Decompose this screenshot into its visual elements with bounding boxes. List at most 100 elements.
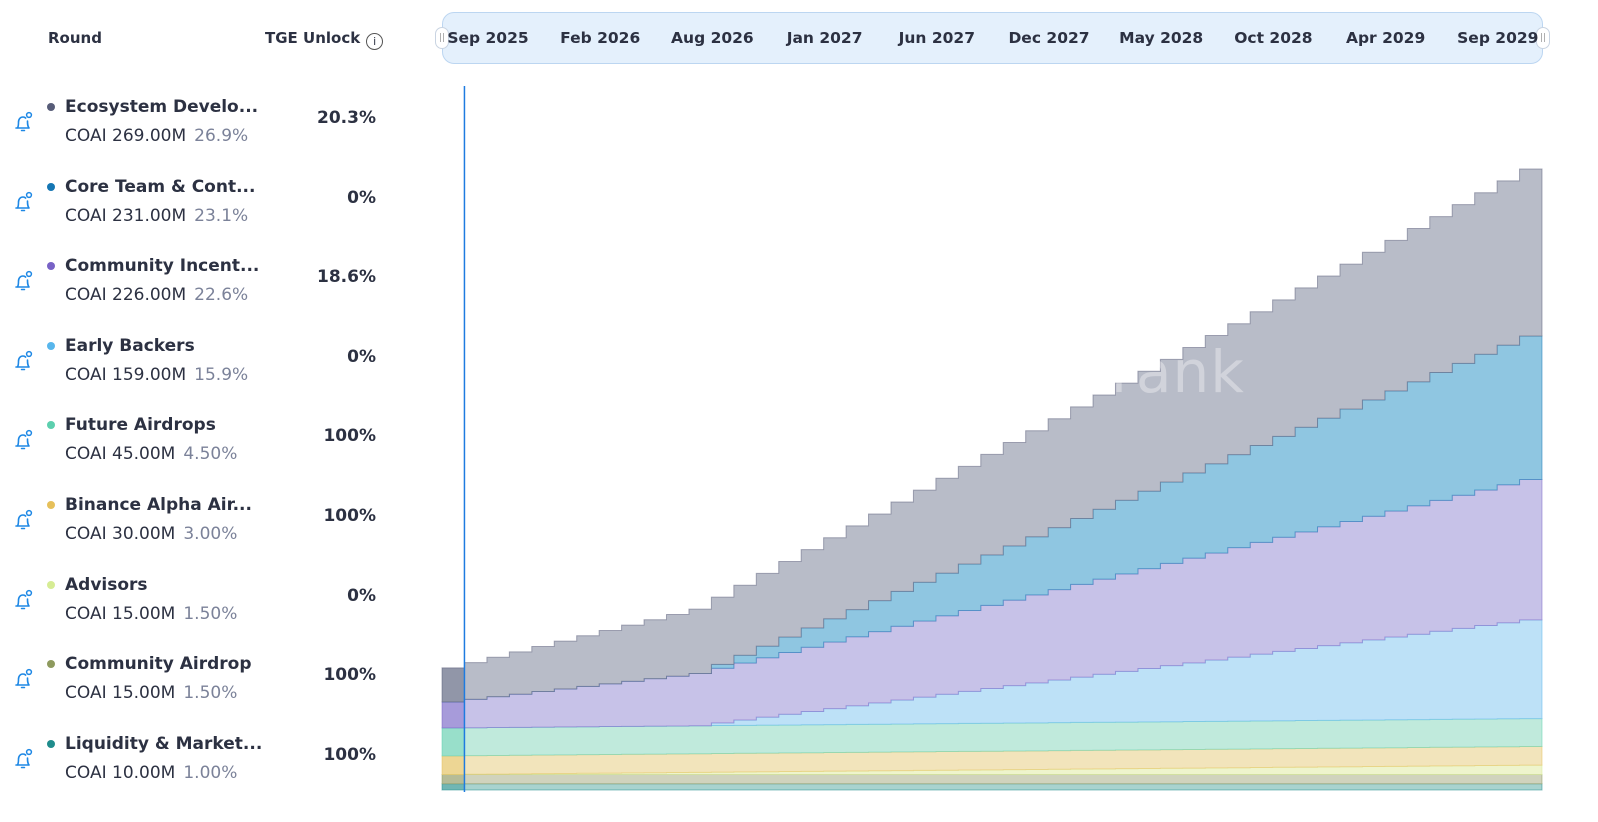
tge-segment xyxy=(442,667,465,702)
info-icon[interactable]: i xyxy=(366,33,384,50)
round-color-dot xyxy=(47,580,55,589)
round-amount: COAI 15.00M xyxy=(65,683,176,704)
round-row[interactable]: Future Airdrops COAI 45.00M 4.50% 100% xyxy=(0,410,400,490)
timeline-label: Oct 2028 xyxy=(1234,29,1313,47)
tge-segment xyxy=(442,783,465,790)
bell-notification-icon[interactable] xyxy=(11,269,35,293)
round-name[interactable]: Future Airdrops xyxy=(65,415,216,436)
tge-segment xyxy=(442,755,465,775)
timeline-label: May 2028 xyxy=(1119,29,1204,47)
bell-notification-icon[interactable] xyxy=(11,190,35,214)
timeline-label: Feb 2026 xyxy=(560,29,641,47)
round-allocation: COAI 10.00M 1.00% xyxy=(65,763,237,783)
timeline-label: Sep 2025 xyxy=(447,29,529,47)
round-name[interactable]: Liquidity & Market... xyxy=(65,733,263,754)
round-allocation: COAI 269.00M 26.9% xyxy=(65,126,248,146)
round-row[interactable]: Liquidity & Market... COAI 10.00M 1.00% 1… xyxy=(0,729,400,809)
bell-notification-icon[interactable] xyxy=(11,349,35,373)
round-name[interactable]: Community Incent... xyxy=(65,256,260,277)
round-allocation: COAI 45.00M 4.50% xyxy=(65,444,237,464)
round-allocation: COAI 226.00M 22.6% xyxy=(65,285,248,305)
round-color-dot xyxy=(47,262,55,271)
round-row[interactable]: Community Airdrop COAI 15.00M 1.50% 100% xyxy=(0,649,400,729)
bell-notification-icon[interactable] xyxy=(11,508,35,532)
round-row[interactable]: Early Backers COAI 159.00M 15.9% 0% xyxy=(0,331,400,411)
round-amount: COAI 15.00M xyxy=(65,603,176,624)
round-row[interactable]: Core Team & Cont... COAI 231.00M 23.1% 0% xyxy=(0,172,400,252)
round-share: 1.50% xyxy=(183,603,238,624)
round-amount: COAI 226.00M xyxy=(65,285,187,306)
range-handle-right[interactable]: || xyxy=(1536,27,1550,49)
round-tge-unlock: 100% xyxy=(323,426,376,447)
round-share: 23.1% xyxy=(194,205,249,226)
timeline-label: Sep 2029 xyxy=(1457,29,1539,47)
round-tge-unlock: 100% xyxy=(323,744,376,765)
round-name[interactable]: Core Team & Cont... xyxy=(65,176,256,197)
round-share: 22.6% xyxy=(194,285,249,306)
timeline-label: Apr 2029 xyxy=(1345,29,1426,47)
round-share: 1.00% xyxy=(183,762,238,783)
round-tge-unlock: 20.3% xyxy=(317,108,376,128)
round-color-dot xyxy=(47,182,55,191)
round-row[interactable]: Advisors COAI 15.00M 1.50% 0% xyxy=(0,570,400,650)
bell-notification-icon[interactable] xyxy=(11,110,35,134)
timeline-label: Aug 2026 xyxy=(671,29,754,47)
bell-notification-icon[interactable] xyxy=(11,667,35,691)
range-handle-left[interactable]: || xyxy=(435,27,449,49)
round-row[interactable]: Ecosystem Develo... COAI 269.00M 26.9% 20… xyxy=(0,92,400,172)
bell-notification-icon[interactable] xyxy=(11,747,35,771)
round-share: 15.9% xyxy=(194,364,249,385)
tge-segment xyxy=(442,701,465,728)
bell-notification-icon[interactable] xyxy=(11,428,35,452)
area-series-8[interactable] xyxy=(441,168,1543,703)
round-color-dot xyxy=(47,501,55,509)
cryptorank-watermark: cryptorank xyxy=(920,338,1245,406)
round-row[interactable]: Binance Alpha Air... COAI 30.00M 3.00% 10… xyxy=(0,490,400,570)
round-share: 3.00% xyxy=(183,524,238,544)
area-series-1[interactable] xyxy=(441,773,1543,785)
round-tge-unlock: 100% xyxy=(323,506,376,526)
round-amount: COAI 159.00M xyxy=(65,364,187,385)
round-allocation: COAI 30.00M 3.00% xyxy=(65,524,237,544)
timeline-label: Jan 2027 xyxy=(786,29,863,47)
round-amount: COAI 30.00M xyxy=(65,524,176,544)
round-color-dot xyxy=(47,739,55,748)
round-tge-unlock: 100% xyxy=(323,665,376,686)
round-amount: COAI 231.00M xyxy=(65,205,187,226)
round-tge-unlock: 0% xyxy=(347,187,376,208)
tge-segment xyxy=(442,774,465,784)
round-tge-unlock: 0% xyxy=(347,585,376,606)
column-header-round: Round xyxy=(48,29,102,47)
round-tge-unlock: 0% xyxy=(347,346,376,367)
round-tge-unlock: 18.6% xyxy=(317,267,376,288)
timeline-range-slider[interactable]: || || Sep 2025 Feb 2026 Aug 2026 Jan 2027 Ju… xyxy=(435,12,1550,64)
round-allocation: COAI 231.00M 23.1% xyxy=(65,206,248,226)
timeline-label: Dec 2027 xyxy=(1008,29,1090,47)
round-color-dot xyxy=(47,341,55,350)
round-name[interactable]: Advisors xyxy=(65,574,148,595)
bell-notification-icon[interactable] xyxy=(11,588,35,612)
round-amount: COAI 45.00M xyxy=(65,444,176,465)
round-name[interactable]: Ecosystem Develo... xyxy=(65,97,259,117)
round-share: 1.50% xyxy=(183,683,238,704)
timeline-label: Jun 2027 xyxy=(898,29,975,47)
round-name[interactable]: Early Backers xyxy=(65,335,195,356)
round-allocation: COAI 15.00M 1.50% xyxy=(65,604,237,624)
column-header-tge-unlock: TGE Unlock i xyxy=(265,29,384,50)
round-amount: COAI 10.00M xyxy=(65,762,176,783)
round-name[interactable]: Binance Alpha Air... xyxy=(65,495,252,515)
round-name[interactable]: Community Airdrop xyxy=(65,654,252,675)
round-color-dot xyxy=(47,421,55,430)
round-share: 4.50% xyxy=(183,444,238,465)
round-row[interactable]: Community Incent... COAI 226.00M 22.6% 18… xyxy=(0,251,400,331)
round-amount: COAI 269.00M xyxy=(65,126,187,146)
round-share: 26.9% xyxy=(194,126,249,146)
round-allocation: COAI 159.00M 15.9% xyxy=(65,365,248,385)
round-color-dot xyxy=(47,103,55,111)
round-color-dot xyxy=(47,660,55,669)
area-series-0[interactable] xyxy=(441,783,1543,791)
tge-unlock-label: TGE Unlock xyxy=(265,29,361,47)
tge-segment xyxy=(442,727,465,756)
round-allocation: COAI 15.00M 1.50% xyxy=(65,683,237,703)
